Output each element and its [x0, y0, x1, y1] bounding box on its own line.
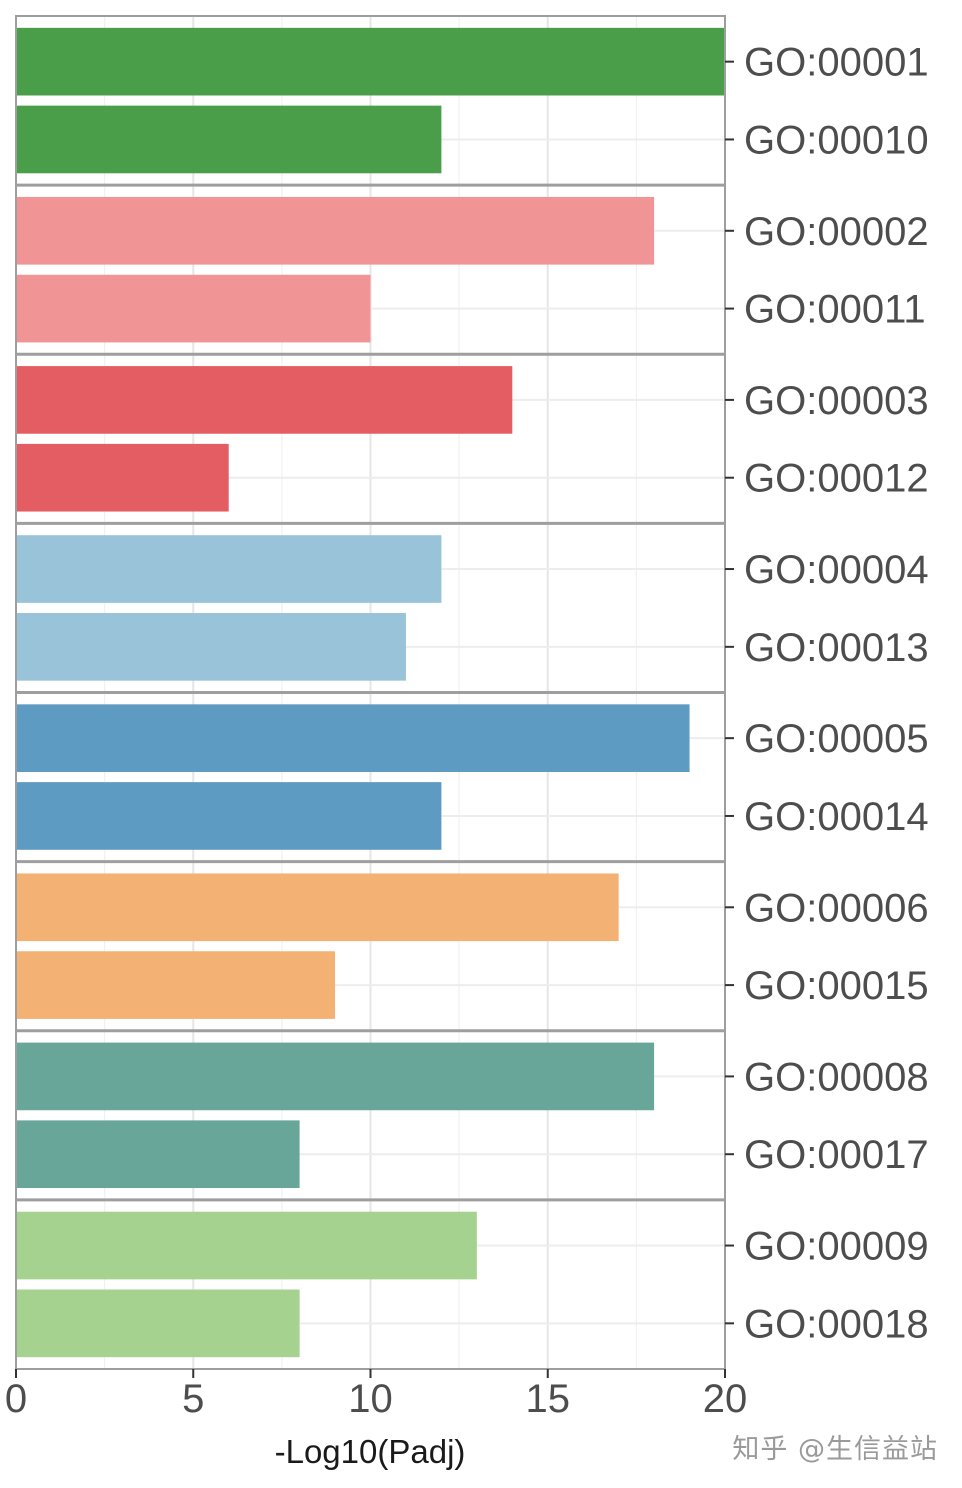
x-tick-label: 5 — [182, 1377, 204, 1421]
y-tick-label: GO:00003 — [744, 379, 929, 423]
y-tick-label: GO:00013 — [744, 626, 929, 670]
x-tick-label: 20 — [703, 1377, 748, 1421]
bar-GO-00015 — [16, 951, 336, 1019]
bar-GO-00004 — [16, 535, 442, 603]
bar-GO-00003 — [16, 366, 513, 434]
y-tick-label: GO:00002 — [744, 210, 929, 254]
y-tick-label: GO:00006 — [744, 886, 929, 930]
bar-GO-00011 — [16, 274, 371, 343]
bar-GO-00001 — [16, 27, 725, 96]
bars — [16, 27, 725, 1358]
y-ticks: GO:00001 GO:00010 GO:00002 GO:00011 GO:00003… — [725, 41, 929, 1346]
bar-GO-00013 — [16, 613, 406, 681]
x-tick-label: 10 — [348, 1377, 393, 1421]
y-tick-label: GO:00012 — [744, 457, 929, 501]
y-tick-label: GO:00004 — [744, 548, 929, 592]
bar-GO-00009 — [16, 1211, 477, 1280]
y-tick-label: GO:00009 — [744, 1225, 929, 1269]
y-tick-label: GO:00001 — [744, 41, 929, 85]
y-tick-label: GO:00014 — [744, 795, 929, 839]
bar-GO-00014 — [16, 782, 442, 850]
y-tick-label: GO:00010 — [744, 118, 929, 162]
y-tick-label: GO:00015 — [744, 964, 929, 1008]
x-ticks: 0 5 10 15 20 — [5, 1369, 747, 1421]
bar-GO-00005 — [16, 704, 690, 772]
x-axis-title: -Log10(Padj) — [275, 1433, 466, 1470]
bar-GO-00017 — [16, 1120, 300, 1189]
y-tick-label: GO:00018 — [744, 1302, 929, 1346]
y-tick-label: GO:00011 — [744, 288, 926, 332]
bar-GO-00010 — [16, 105, 442, 174]
y-tick-label: GO:00017 — [744, 1133, 929, 1177]
y-tick-label: GO:00005 — [744, 717, 929, 761]
x-tick-label: 15 — [526, 1377, 571, 1421]
bar-GO-00008 — [16, 1042, 655, 1111]
x-tick-label: 0 — [5, 1377, 27, 1421]
group-separators — [16, 183, 725, 1202]
bar-GO-00018 — [16, 1289, 300, 1358]
bar-GO-00006 — [16, 873, 619, 942]
watermark: 知乎 @生信益站 — [732, 1434, 938, 1465]
y-tick-label: GO:00008 — [744, 1055, 929, 1099]
bar-GO-00002 — [16, 196, 655, 265]
bar-GO-00012 — [16, 443, 229, 512]
